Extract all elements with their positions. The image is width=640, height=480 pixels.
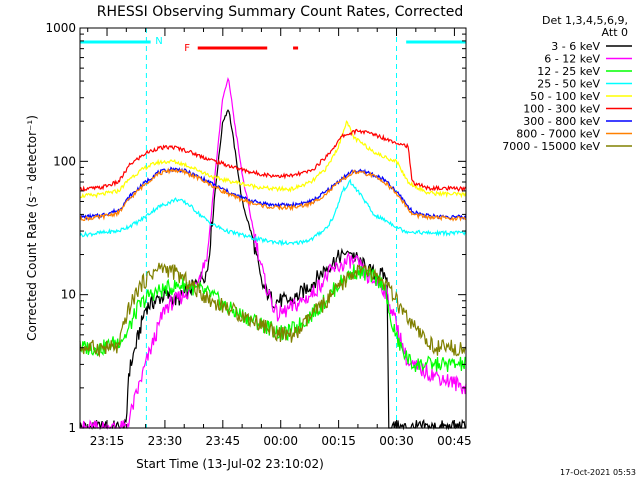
series-line-7 (79, 167, 467, 222)
series-line-6 (80, 166, 467, 221)
series-line-0 (79, 109, 466, 431)
chart-marks: NF (79, 28, 467, 431)
legend-label-0: 3 - 6 keV (551, 40, 600, 53)
legend-label-6: 300 - 800 keV (523, 115, 600, 128)
legend-label-7: 800 - 7000 keV (516, 128, 600, 141)
series-line-8 (79, 262, 467, 358)
x-tick-label-6: 00:45 (437, 434, 472, 448)
y-tick-label-0: 1 (68, 421, 76, 435)
chart-title: RHESSI Observing Summary Count Rates, Co… (97, 4, 463, 20)
x-tick-label-1: 23:30 (148, 434, 183, 448)
series-line-3 (79, 178, 467, 247)
footer-timestamp: 17-Oct-2021 05:53 (560, 468, 636, 477)
series-line-4 (79, 120, 467, 199)
x-axis-label: Start Time (13-Jul-02 23:10:02) (136, 457, 324, 471)
legend-label-4: 50 - 100 keV (530, 90, 600, 103)
y-tick-label-3: 1000 (45, 21, 76, 35)
y-tick-label-2: 100 (53, 154, 76, 168)
flare-annotation: F (184, 43, 190, 54)
legend-label-1: 6 - 12 keV (544, 53, 600, 66)
x-tick-label-0: 23:15 (90, 434, 125, 448)
x-axis-ticks: 23:15 23:30 23:45 00:00 00:15 00:30 00:45 (87, 28, 472, 448)
x-tick-label-5: 00:30 (379, 434, 414, 448)
legend-header-line-1: Det 1,3,4,5,6,9, (542, 14, 628, 27)
plot-frame (79, 27, 467, 429)
night-annotation: N (155, 36, 162, 47)
legend-header-line-2: Att 0 (602, 26, 628, 39)
legend-label-3: 25 - 50 keV (537, 78, 600, 91)
y-tick-label-1: 10 (61, 288, 76, 302)
x-tick-label-4: 00:15 (321, 434, 356, 448)
series-line-5 (79, 128, 467, 193)
x-tick-label-3: 00:00 (263, 434, 298, 448)
y-axis-label: Corrected Count Rate (s⁻¹ detector⁻¹) (25, 115, 39, 341)
y-axis-ticks: 1 10 100 1000 (45, 21, 466, 435)
legend-label-8: 7000 - 15000 keV (502, 140, 600, 153)
legend-label-5: 100 - 300 keV (523, 103, 600, 116)
x-tick-label-2: 23:45 (206, 434, 241, 448)
legend-label-2: 12 - 25 keV (537, 65, 600, 78)
